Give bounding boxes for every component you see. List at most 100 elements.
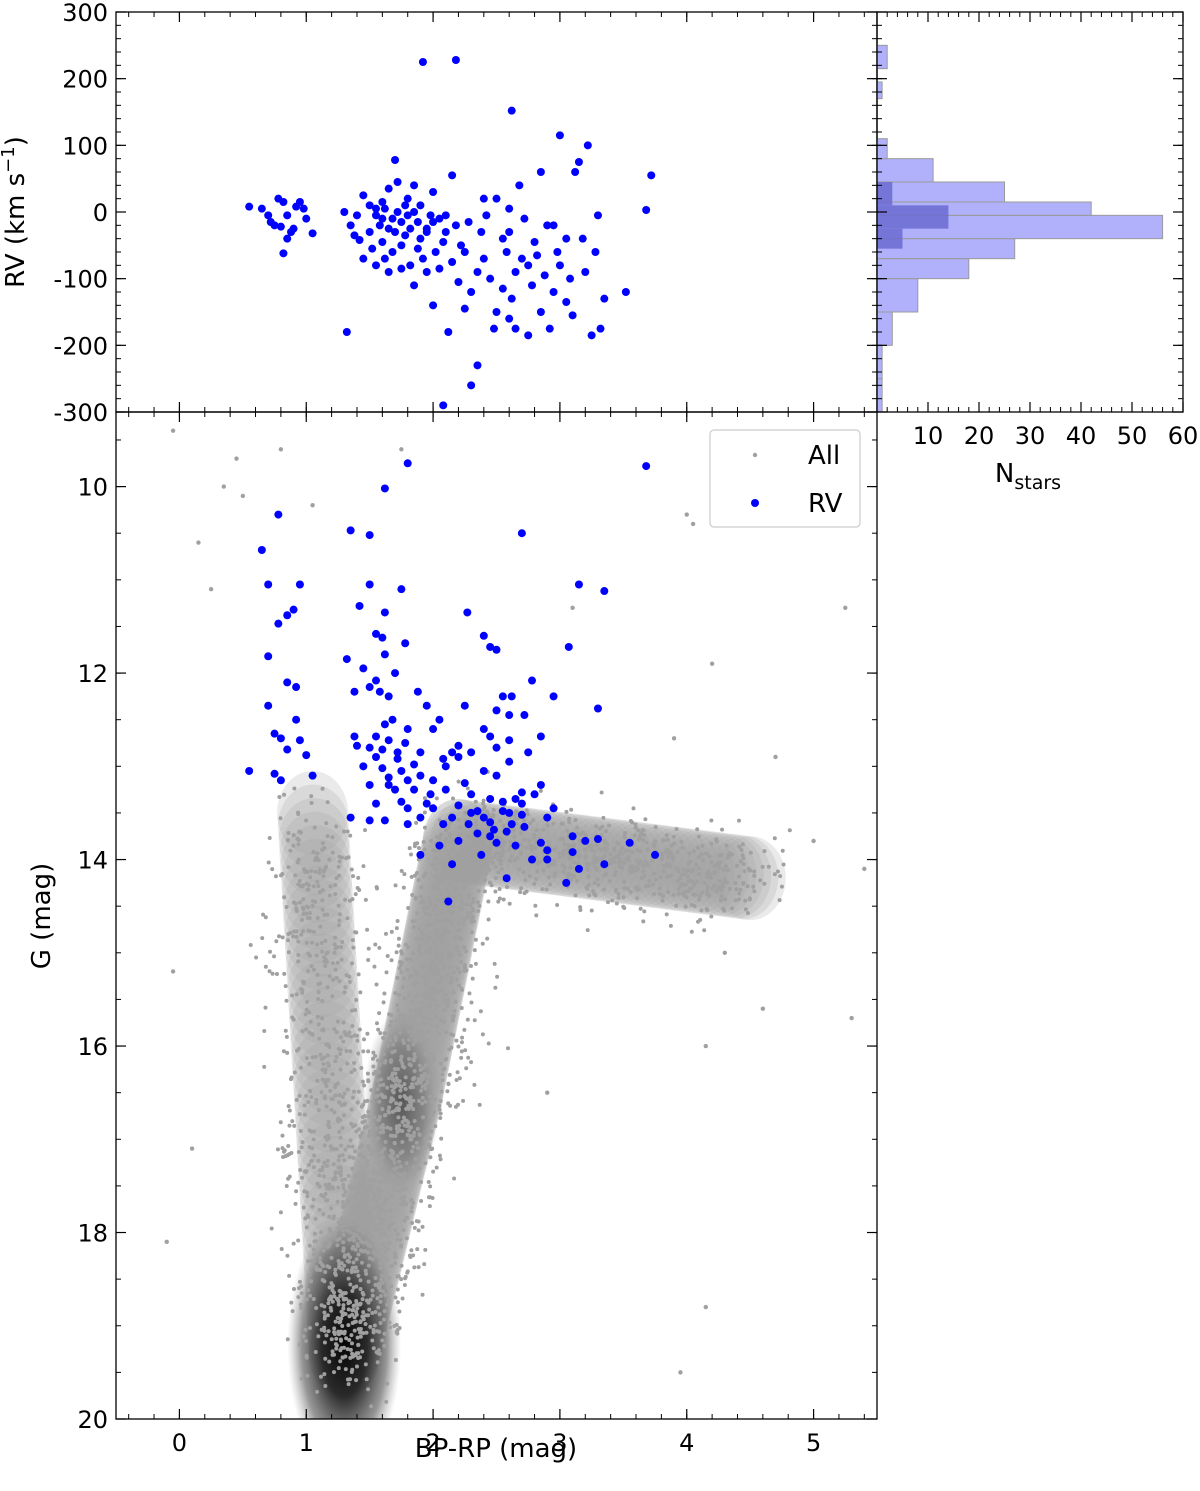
cmd-all-point: [406, 1120, 411, 1125]
cmd-rv-point: [520, 711, 529, 720]
cmd-all-point: [338, 1359, 343, 1364]
cmd-all-point: [321, 1194, 326, 1199]
cmd-all-point: [425, 1078, 430, 1083]
cmd-all-point: [350, 1312, 355, 1317]
cmd-all-point: [486, 917, 491, 922]
cmd-all-point: [567, 820, 572, 825]
cmd-all-point: [395, 1300, 400, 1305]
cmd-all-point: [285, 1337, 290, 1342]
cmd-all-point: [569, 873, 574, 878]
cmd-all-point: [408, 1099, 413, 1104]
cmd-all-point: [387, 1105, 392, 1110]
cmd-all-point: [285, 1253, 290, 1258]
cmd-rv-point: [520, 822, 529, 831]
cmd-all-point: [267, 969, 272, 974]
cmd-all-point: [406, 905, 411, 910]
cmd-all-point: [286, 931, 291, 936]
cmd-all-point: [410, 1017, 415, 1022]
rv-point: [359, 191, 368, 200]
cmd-all-point: [383, 1179, 388, 1184]
cmd-all-point: [373, 1282, 378, 1287]
cmd-all-point: [305, 887, 310, 892]
cmd-all-point: [360, 1297, 365, 1302]
cmd-rv-point: [429, 804, 438, 813]
cmd-all-point: [345, 829, 350, 834]
cmd-all-point: [743, 898, 748, 903]
cmd-all-point: [314, 855, 319, 860]
cmd-all-point: [410, 1220, 415, 1225]
cmd-all-point: [545, 823, 550, 828]
hist-bar: [877, 378, 883, 412]
cmd-all-point: [458, 935, 463, 940]
cmd-rv-point: [574, 580, 583, 589]
cmd-all-point: [389, 929, 394, 934]
cmd-all-point: [307, 1145, 312, 1150]
cmd-all-point: [738, 859, 743, 864]
cmd-all-point: [406, 1104, 411, 1109]
cmd-all-point: [469, 836, 474, 841]
cmd-all-point: [350, 1288, 355, 1293]
cmd-all-point: [603, 829, 608, 834]
cmd-all-point: [482, 889, 487, 894]
cmd-all-point: [733, 898, 738, 903]
cmd-all-point: [311, 884, 316, 889]
cmd-all-point: [305, 1190, 310, 1195]
cmd-all-point: [498, 861, 503, 866]
cmd-all-point: [306, 1162, 311, 1167]
rv-point: [245, 202, 254, 211]
cmd-all-point: [497, 818, 502, 823]
cmd-all-point: [338, 1135, 343, 1140]
cmd-all-point: [342, 897, 347, 902]
hist-x-axis-label: Nstars: [995, 459, 1061, 494]
cmd-all-point: [358, 1330, 363, 1335]
cmd-all-point: [322, 912, 327, 917]
cmd-all-point: [459, 901, 464, 906]
cmd-all-point: [419, 951, 424, 956]
cmd-all-point: [385, 1302, 390, 1307]
cmd-all-point: [525, 812, 530, 817]
cmd-all-point: [322, 1174, 327, 1179]
cmd-y-tick-label: 16: [77, 1033, 108, 1061]
rv-point: [359, 254, 368, 263]
cmd-rv-point: [245, 766, 254, 775]
cmd-all-point: [374, 1227, 379, 1232]
cmd-all-point: [722, 950, 727, 955]
cmd-all-point: [328, 1088, 333, 1093]
cmd-all-point: [519, 851, 524, 856]
cmd-all-point: [787, 828, 792, 833]
cmd-all-point: [686, 861, 691, 866]
cmd-all-point: [400, 1140, 405, 1145]
cmd-all-point: [411, 1057, 416, 1062]
cmd-y-axis-label: G (mag): [27, 863, 57, 969]
cmd-rv-point: [276, 776, 285, 785]
cmd-all-point: [364, 1298, 369, 1303]
cmd-all-point: [297, 1279, 302, 1284]
cmd-all-point: [314, 953, 319, 958]
cmd-all-point: [208, 586, 214, 592]
cmd-all-point: [336, 1158, 341, 1163]
cmd-all-point: [358, 990, 363, 995]
cmd-all-point: [299, 918, 304, 923]
cmd-all-point: [396, 1115, 401, 1120]
cmd-all-point: [347, 974, 352, 979]
cmd-all-point: [422, 973, 427, 978]
cmd-all-point: [638, 849, 643, 854]
cmd-all-point: [355, 1033, 360, 1038]
cmd-rv-point: [365, 743, 374, 752]
cmd-all-point: [546, 842, 551, 847]
cmd-all-point: [313, 1350, 318, 1355]
cmd-all-point: [501, 897, 506, 902]
cmd-all-point: [471, 865, 476, 870]
rv-point: [486, 274, 495, 283]
rv-point: [378, 198, 387, 206]
cmd-all-point: [389, 1155, 394, 1160]
rv-point: [591, 248, 600, 256]
cmd-all-point: [567, 816, 572, 821]
cmd-all-point: [313, 1054, 318, 1059]
cmd-all-point: [270, 867, 275, 872]
cmd-all-point: [348, 1230, 353, 1235]
cmd-all-point: [380, 1273, 385, 1278]
cmd-all-point: [388, 1208, 393, 1213]
cmd-all-point: [641, 869, 646, 874]
